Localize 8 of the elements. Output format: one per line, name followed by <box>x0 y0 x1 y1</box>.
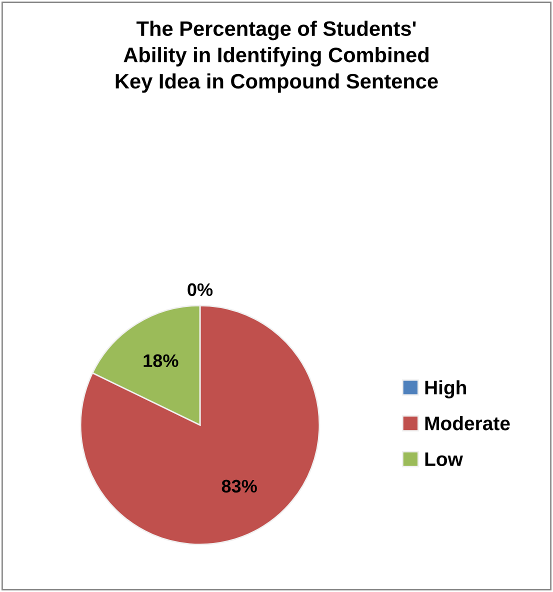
legend-label: Low <box>425 452 463 466</box>
legend-label: High <box>425 380 466 398</box>
pie-slice <box>80 304 320 546</box>
data-label: 18% <box>144 354 178 368</box>
data-label: 83% <box>222 480 257 493</box>
legend-label: Moderate <box>425 416 510 430</box>
chart-title: The Percentage of Students' Ability in Identifying Combined Key Idea in Compound Sentence <box>116 20 438 93</box>
text: 0% <box>188 283 213 296</box>
